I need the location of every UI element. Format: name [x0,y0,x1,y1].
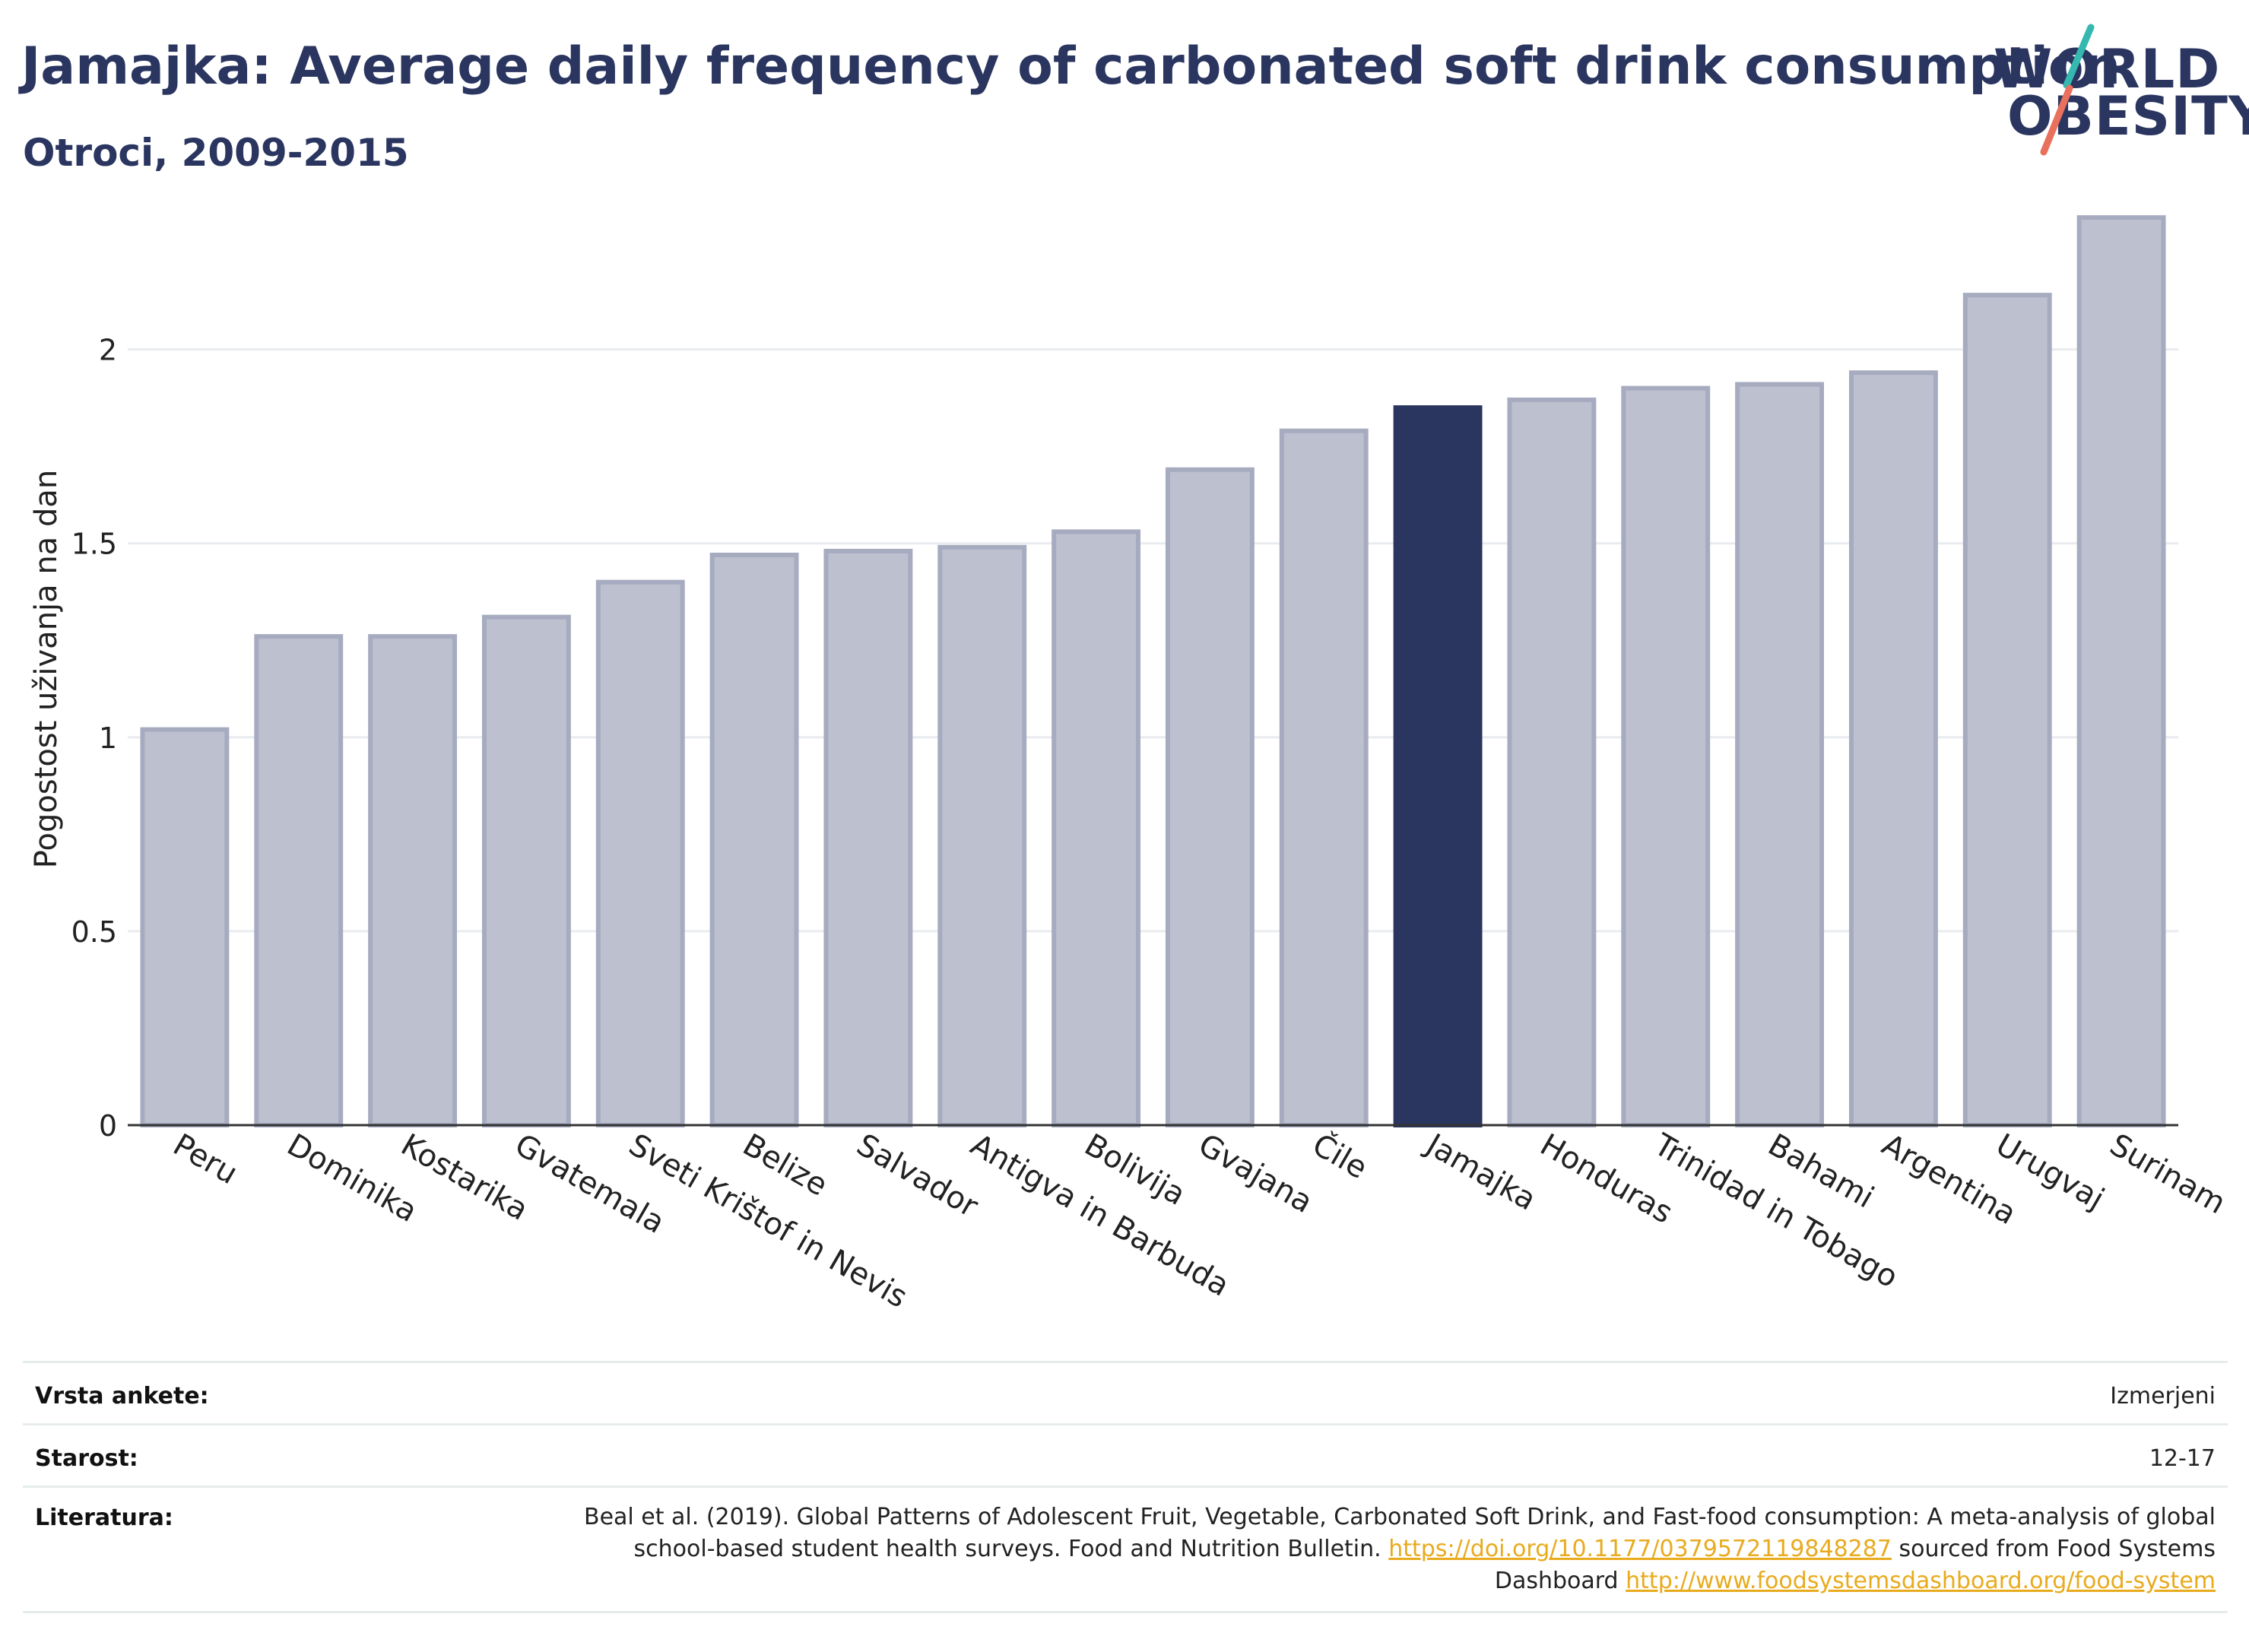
doi-link[interactable]: https://doi.org/10.1177/0379572119848287 [1388,1536,1892,1562]
footer-row-age: Starost: 12-17 [23,1423,2228,1486]
age-value: 12-17 [2149,1445,2216,1472]
footer-row-reference: Literatura: Beal et al. (2019). Global P… [23,1486,2228,1613]
bar-gvajana[interactable] [1165,467,1255,1127]
bar-dominika[interactable] [254,634,344,1127]
bar-gvatemala[interactable] [481,614,571,1127]
y-tick-label: 0 [99,1109,117,1143]
bar-honduras[interactable] [1507,397,1597,1127]
reference-source: sourced from Food Systems Dashboard [1494,1536,2216,1594]
bar-surinam[interactable] [2076,215,2166,1128]
chart-title: Jamajka: Average daily frequency of carb… [21,36,2121,97]
x-tick-label: Peru [167,1127,243,1191]
y-tick-label: 1.5 [71,528,117,561]
bar-urugvaj[interactable] [1962,293,2052,1128]
bar-čile[interactable] [1279,428,1369,1127]
survey-value: Izmerjeni [2110,1383,2216,1409]
bar-bolivija[interactable] [1052,529,1141,1127]
x-tick-label: Salvador [851,1127,984,1225]
bar-belize[interactable] [709,553,799,1127]
bar-kostarika[interactable] [368,634,458,1127]
bar-antigva-in-barbuda[interactable] [937,544,1027,1128]
x-tick-label: Jamajka [1418,1126,1541,1217]
x-tick-label: Čile [1306,1126,1374,1186]
bar-bahami[interactable] [1735,382,1825,1127]
x-tick-label: Kostarika [395,1127,534,1228]
dashboard-link[interactable]: http://www.foodsystemsdashboard.org/food… [1626,1568,2216,1594]
bar-jamajka[interactable] [1393,405,1483,1127]
reference-citation: Beal et al. (2019). Global Patterns of A… [583,1504,2216,1562]
y-tick-label: 2 [99,334,117,367]
reference-text: Beal et al. (2019). Global Patterns of A… [581,1501,2216,1597]
bar-peru[interactable] [140,727,230,1127]
grid-lines [128,348,2178,933]
world-obesity-logo: WORLD OBESITY [1984,23,2249,160]
reference-label: Literatura: [35,1505,173,1531]
logo-line-1: WORLD [1994,38,2221,100]
x-tick-label: Dominika [281,1127,423,1229]
y-tick-label: 0.5 [71,915,117,949]
bar-trinidad-in-tobago[interactable] [1621,385,1711,1127]
x-tick-label: Surinam [2104,1127,2232,1221]
y-tick-label: 1 [99,721,117,755]
age-label: Starost: [35,1445,138,1472]
survey-label: Vrsta ankete: [35,1383,209,1409]
bar-argentina[interactable] [1848,370,1938,1127]
bar-salvador[interactable] [823,548,913,1127]
chart-subtitle: Otroci, 2009-2015 [23,131,409,175]
bar-sveti-krištof-in-nevis[interactable] [595,579,685,1127]
footer-row-survey: Vrsta ankete: Izmerjeni [23,1361,2228,1424]
y-axis-label: Pogostost uživanja na dan [29,470,64,868]
logo-slash-icon [2040,24,2095,156]
x-tick-label: Gvajana [1192,1127,1318,1220]
bars [140,215,2166,1128]
